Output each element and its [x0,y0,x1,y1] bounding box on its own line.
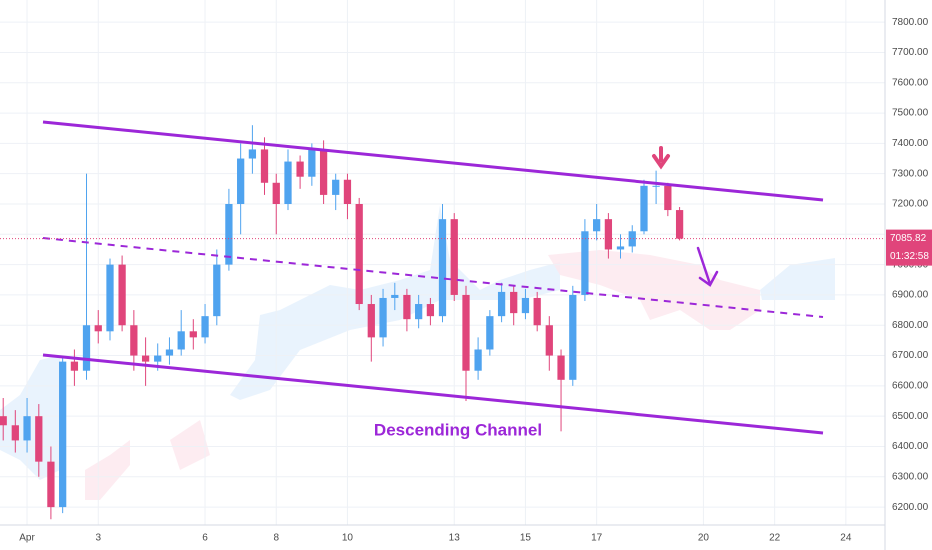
candle-body [379,297,387,338]
candle-body [201,316,209,338]
last-price-box [886,229,932,266]
channel-upper [42,120,824,202]
candle-body [593,219,601,232]
axes: 6200.00 6300.00 6400.00 6500.00 6600.00 6700.… [0,17,932,544]
y-tick-label: 6900.00 [892,290,929,301]
y-tick-label: 6800.00 [892,320,929,331]
x-tick-label: 3 [95,533,101,544]
candle-body [628,231,636,247]
candle-body [652,185,660,187]
down-arrow [652,146,670,170]
y-tick-label: 6400.00 [892,441,929,452]
candle-body [474,349,482,371]
candle-body [141,355,150,362]
candle-body [213,264,221,317]
candle-body [426,304,435,317]
candle-body [545,325,553,356]
candle-body [82,325,91,371]
candle-body [106,264,114,332]
y-tick-label: 7700.00 [892,47,929,58]
candle-body [296,161,304,177]
x-tick-label: 15 [520,533,532,544]
candle-body [177,331,185,350]
candle-body [70,361,79,371]
candle-body [391,294,399,298]
x-tick-label: 22 [769,533,781,544]
candle-body [510,291,518,314]
candle-body [225,203,233,265]
drawings [42,120,824,435]
candle-body [154,355,162,362]
candle-body [604,219,613,250]
channel-mid [42,237,824,318]
candle-body [403,294,411,320]
candle-body [450,219,458,295]
candle-body [343,179,352,204]
candle-body [332,179,340,195]
x-tick-label: 6 [202,533,208,544]
y-tick-label: 6200.00 [892,502,929,513]
x-tick-label: 8 [273,533,279,544]
candle-body [640,185,648,232]
y-tick-label: 6300.00 [892,471,929,482]
x-tick-label: 24 [840,533,852,544]
y-tick-label: 7500.00 [892,108,929,119]
candle-body [59,361,67,508]
projection-arrow [696,246,719,287]
candle-body [272,182,280,204]
candle-body [415,304,423,320]
candle-body [0,416,7,426]
candle-body [94,325,102,332]
annotation: Descending Channel [374,420,542,439]
candle-body [497,291,506,317]
x-tick-label: 10 [342,533,354,544]
candle-body [130,325,138,356]
candle-body [35,416,43,462]
candle-body [248,149,257,159]
candle-body [237,158,245,204]
x-tick-label: Apr [19,533,35,544]
candle-body [533,297,541,326]
candle-body [557,355,565,380]
candle-body [47,461,55,508]
last-price-label: 7085.82 [890,233,927,244]
candle-body [438,219,447,317]
y-tick-label: 7400.00 [892,138,929,149]
candle-body [664,185,672,211]
candle-body [118,264,126,326]
candle-body [569,294,577,380]
y-tick-label: 7300.00 [892,168,929,179]
y-tick-label: 6600.00 [892,381,929,392]
candle-body [308,149,316,177]
candle-body [23,416,31,441]
candle-body [675,210,684,239]
candle-body [189,331,197,338]
y-tick-label: 6700.00 [892,350,929,361]
x-tick-label: 17 [591,533,603,544]
x-tick-label: 13 [449,533,461,544]
candle-body [260,149,269,183]
candle-body [11,425,19,441]
y-tick-label: 6500.00 [892,411,929,422]
ichimoku-cloud [0,205,835,500]
y-tick-label: 7200.00 [892,199,929,210]
candle-body [284,161,292,204]
candle-body [521,297,530,314]
candle-body [319,149,328,195]
candle-body [355,203,363,305]
countdown: 01:32:58 [890,251,929,262]
candle-body [165,349,174,356]
candle-body [581,231,589,295]
candles [0,125,684,520]
candle-body [462,294,470,371]
candle-body [486,316,494,350]
candle-body [367,304,375,338]
channel-lower [42,353,824,435]
x-tick-label: 20 [698,533,710,544]
y-tick-label: 7800.00 [892,17,929,28]
candle-body [616,246,625,250]
y-tick-label: 7600.00 [892,77,929,88]
